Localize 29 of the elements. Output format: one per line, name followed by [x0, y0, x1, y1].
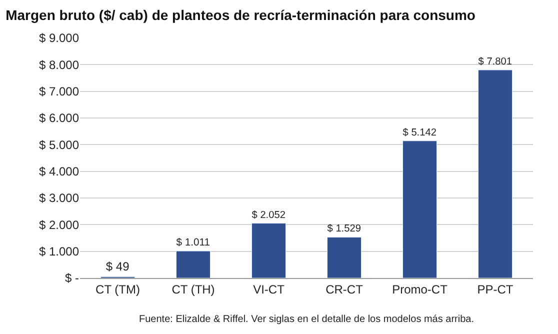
x-tick-label: CT (TH) [172, 282, 215, 296]
y-tick-label: $ 9.000 [38, 31, 80, 46]
source-note: Fuente: Elizalde & Riffel. Ver siglas en el detalle de los modelos más arriba. [139, 314, 474, 325]
data-label: $ 7.801 [478, 56, 512, 68]
bar [252, 223, 286, 278]
y-tick-label: $ 4.000 [38, 164, 80, 179]
x-tick-label: Promo-CT [392, 282, 448, 296]
y-tick-label: $ 6.000 [38, 111, 80, 126]
y-tick-label: $ 5.000 [38, 138, 80, 152]
y-tick-label: $ 3.000 [38, 191, 80, 206]
x-tick-label: VI-CT [253, 282, 286, 296]
y-tick-label: $ 2.000 [38, 218, 80, 232]
y-tick-label: $ 1.000 [38, 244, 80, 259]
bar [478, 70, 512, 278]
y-tick-label: $ 8.000 [38, 58, 80, 72]
x-tick-label: CT (TM) [96, 282, 140, 296]
data-label: $ 1.529 [327, 224, 362, 235]
y-tick-label: $ 7.000 [38, 84, 80, 99]
chart-title: Margen bruto ($/ cab) de planteos de recría-terminación para consumo [6, 6, 476, 23]
data-label: $ 5.142 [402, 127, 437, 138]
bar [176, 250, 210, 278]
x-tick-label: PP-CT [477, 282, 514, 296]
data-label: $ 2.052 [252, 210, 286, 221]
bar [402, 140, 437, 278]
y-tick-label: $ - [64, 271, 79, 286]
bar [327, 236, 362, 278]
data-label: $ 49 [106, 260, 130, 274]
data-label: $ 1.011 [176, 237, 210, 248]
x-tick-label: CR-CT [326, 282, 364, 296]
